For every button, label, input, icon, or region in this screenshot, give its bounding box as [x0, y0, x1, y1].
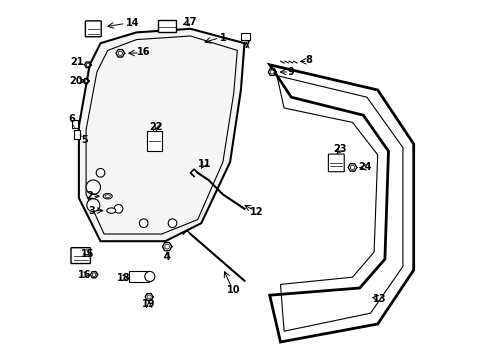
Text: 13: 13	[372, 294, 386, 304]
Bar	[147, 131, 162, 151]
FancyBboxPatch shape	[328, 154, 344, 172]
Circle shape	[92, 273, 96, 276]
Circle shape	[144, 271, 155, 282]
Circle shape	[147, 295, 151, 299]
Circle shape	[114, 204, 122, 213]
Bar	[241, 33, 249, 40]
Text: 4: 4	[163, 252, 170, 262]
Bar	[129, 271, 149, 282]
Text: 23: 23	[332, 144, 346, 154]
Text: 8: 8	[305, 55, 312, 66]
FancyBboxPatch shape	[85, 21, 101, 37]
Ellipse shape	[106, 208, 116, 213]
Circle shape	[86, 63, 89, 67]
Ellipse shape	[105, 195, 110, 198]
Text: 9: 9	[287, 67, 294, 77]
Circle shape	[96, 168, 104, 177]
Circle shape	[87, 199, 100, 212]
Circle shape	[164, 244, 169, 249]
Text: 16: 16	[78, 270, 91, 280]
Text: 10: 10	[226, 285, 240, 295]
Text: 22: 22	[149, 122, 163, 132]
Circle shape	[84, 80, 87, 82]
Text: 14: 14	[126, 18, 140, 28]
Circle shape	[270, 70, 274, 74]
Bar	[73, 130, 80, 139]
Text: 18: 18	[117, 273, 130, 283]
Text: 5: 5	[81, 135, 87, 145]
Circle shape	[118, 51, 122, 55]
Text: 11: 11	[198, 159, 211, 169]
Text: 3: 3	[88, 206, 95, 216]
Text: 19: 19	[142, 299, 156, 309]
Bar	[72, 120, 78, 128]
PathPatch shape	[79, 29, 244, 241]
Text: 16: 16	[137, 47, 150, 57]
Ellipse shape	[103, 194, 112, 199]
Text: 6: 6	[68, 114, 75, 124]
Text: 24: 24	[358, 162, 371, 172]
Circle shape	[86, 180, 101, 194]
Circle shape	[168, 219, 177, 228]
Text: 17: 17	[183, 17, 197, 27]
Text: 2: 2	[86, 191, 93, 201]
Text: 15: 15	[81, 249, 95, 259]
Text: 7: 7	[243, 40, 249, 50]
Circle shape	[349, 165, 354, 170]
Text: 20: 20	[69, 76, 83, 86]
Bar	[158, 20, 176, 32]
Text: 12: 12	[250, 207, 264, 217]
PathPatch shape	[269, 65, 413, 342]
Circle shape	[139, 219, 148, 228]
FancyBboxPatch shape	[71, 248, 90, 264]
Text: 1: 1	[219, 33, 226, 43]
Text: 21: 21	[70, 57, 83, 67]
